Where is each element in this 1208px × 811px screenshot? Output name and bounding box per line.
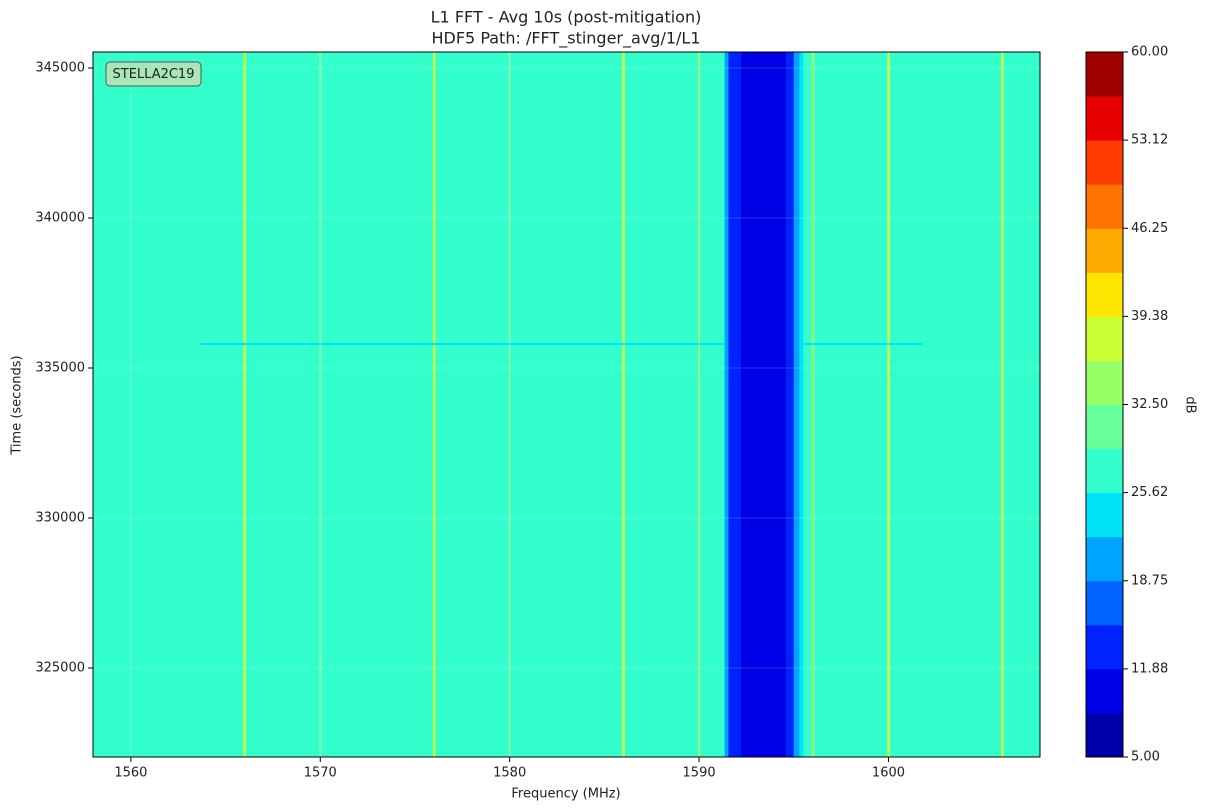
colorbar-label: dB — [1183, 396, 1198, 413]
x-tick-label: 1580 — [493, 766, 526, 781]
y-tick-label: 325000 — [35, 660, 85, 675]
x-tick-label: 1560 — [114, 766, 147, 781]
colorbar-tick-label: 60.00 — [1131, 45, 1168, 60]
x-tick-label: 1600 — [872, 766, 905, 781]
heatmap-band — [624, 52, 699, 757]
x-axis-label: Frequency (MHz) — [511, 787, 620, 802]
colorbar-tick-label: 53.12 — [1131, 133, 1168, 148]
x-tick-label: 1570 — [304, 766, 337, 781]
heatmap-band — [435, 52, 509, 757]
colorbar-tick-label: 11.88 — [1131, 661, 1168, 676]
heatmap-band — [432, 52, 436, 757]
heatmap-band — [799, 52, 804, 757]
heatmap-band — [814, 52, 888, 757]
y-tick-label: 335000 — [35, 360, 85, 375]
colorbar-tick-label: 5.00 — [1131, 750, 1160, 765]
colorbar-level — [1086, 668, 1123, 714]
heatmap-band — [811, 52, 815, 757]
heatmap-band — [793, 52, 800, 757]
heatmap-band — [700, 52, 725, 757]
heatmap-band — [321, 52, 433, 757]
colorbar-tick-label: 32.50 — [1131, 397, 1168, 412]
colorbar-tick-label: 39.38 — [1131, 309, 1168, 324]
colorbar-level — [1086, 316, 1123, 361]
heatmap-band — [93, 52, 244, 757]
colorbar-level — [1086, 492, 1123, 538]
y-axis-label: Time (seconds) — [10, 355, 25, 455]
colorbar-level — [1086, 580, 1123, 626]
heatmap-band — [1003, 52, 1040, 757]
colorbar-tick-label: 46.25 — [1131, 221, 1168, 236]
colorbar-level — [1086, 404, 1123, 450]
colorbar-level — [1086, 272, 1123, 317]
heatmap-band — [508, 52, 511, 757]
colorbar-level — [1086, 96, 1123, 141]
heatmap-band — [246, 52, 320, 757]
chart-subtitle: HDF5 Path: /FFT_stinger_avg/1/L1 — [432, 29, 701, 49]
heatmap-band — [1001, 52, 1004, 757]
colorbar-tick-label: 18.75 — [1131, 573, 1168, 588]
heatmap-band — [698, 52, 701, 757]
colorbar-level — [1086, 228, 1123, 273]
heatmap-band — [622, 52, 625, 757]
heatmap-band — [728, 52, 741, 757]
annotation-box — [105, 61, 202, 87]
heatmap-band — [803, 52, 812, 757]
colorbar-tick-label: 25.62 — [1131, 485, 1168, 500]
colorbar-level — [1086, 536, 1123, 582]
heatmap-band — [740, 52, 787, 757]
colorbar-level — [1086, 712, 1123, 758]
plot-frame — [92, 51, 1041, 758]
heatmap-band — [889, 52, 1002, 757]
streak — [200, 342, 923, 345]
heatmap-band — [724, 52, 729, 757]
colorbar-level — [1086, 52, 1123, 97]
colorbar-level — [1086, 184, 1123, 229]
y-tick-label: 345000 — [35, 60, 85, 75]
heatmap-band — [510, 52, 623, 757]
colorbar-level — [1086, 624, 1123, 670]
chart-title: L1 FFT - Avg 10s (post-mitigation) — [431, 8, 702, 27]
x-tick-label: 1590 — [683, 766, 716, 781]
annotation: STELLA2C19 — [105, 61, 202, 87]
annotation-text: STELLA2C19 — [113, 67, 195, 82]
colorbar-level — [1086, 360, 1123, 405]
colorbar-level — [1086, 140, 1123, 185]
heatmap-band — [887, 52, 890, 757]
heatmap-band — [319, 52, 322, 757]
heatmap-band — [786, 52, 794, 757]
heatmap-band — [243, 52, 247, 757]
y-tick-label: 330000 — [35, 510, 85, 525]
y-tick-label: 340000 — [35, 210, 85, 225]
colorbar-level — [1086, 448, 1123, 494]
